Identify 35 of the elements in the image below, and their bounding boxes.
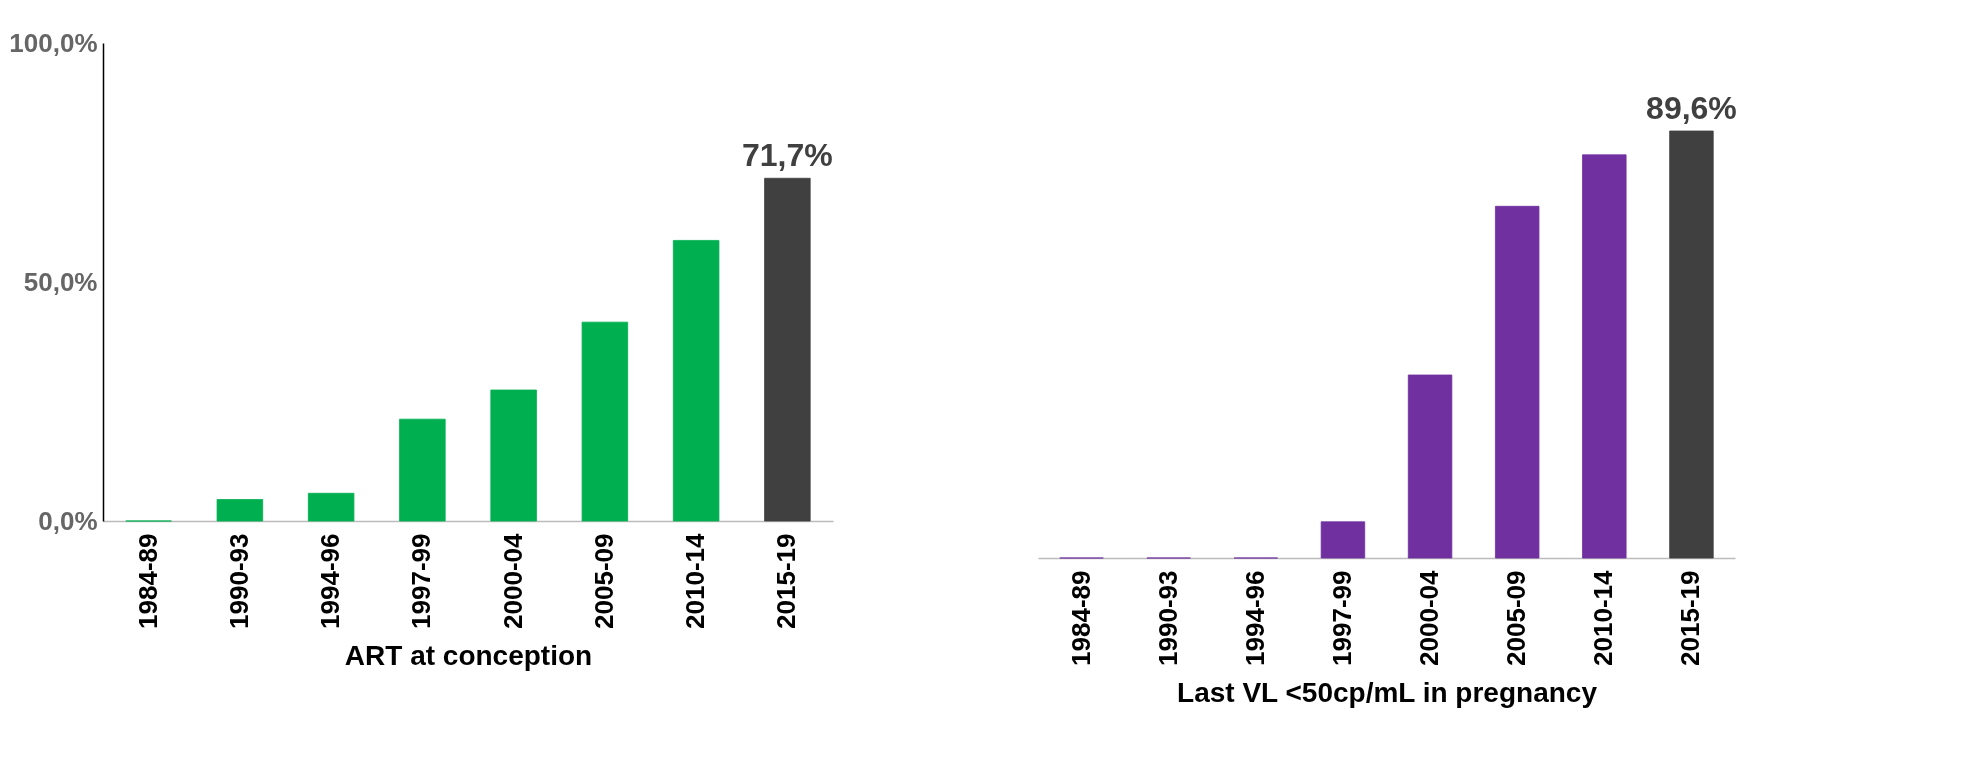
x-tick-label: 2010-14 [680, 532, 711, 629]
x-tick-label: 1994-96 [1239, 570, 1270, 666]
y-tick-label: 100,0% [9, 27, 98, 58]
x-tick-label: 2000-04 [1414, 569, 1445, 666]
x-tick-label: 2005-09 [1501, 570, 1532, 666]
x-tick-label: 1984-89 [1065, 570, 1096, 666]
x-tick-label: 2005-09 [588, 533, 619, 629]
x-tick-label: 1984-89 [132, 533, 163, 629]
bar [1407, 374, 1453, 559]
x-axis-title: Last VL <50cp/mL in pregnancy [1177, 676, 1598, 708]
data-label: 71,7% [742, 137, 833, 174]
data-label: 89,6% [1646, 90, 1737, 126]
x-tick-label: 1994-96 [315, 533, 346, 629]
bar [1320, 521, 1366, 559]
x-tick-label: 1997-99 [1326, 570, 1357, 666]
x-axis-title: ART at conception [344, 639, 593, 671]
bar [307, 492, 355, 522]
x-tick-label: 2015-19 [1675, 570, 1706, 666]
x-tick-label: 1997-99 [406, 533, 437, 629]
bar [399, 418, 446, 522]
bar [672, 240, 720, 522]
y-tick-label: 50,0% [23, 266, 98, 297]
x-tick-label: 2000-04 [497, 532, 528, 629]
x-tick-label: 1990-93 [223, 533, 254, 629]
x-tick-label: 2015-19 [771, 533, 802, 629]
bar [1582, 154, 1627, 559]
y-tick-label: 0,0% [38, 505, 98, 536]
bar [1495, 205, 1540, 559]
bar [490, 389, 537, 522]
x-tick-label: 1990-93 [1152, 570, 1183, 666]
bar [1669, 130, 1714, 559]
bar [764, 177, 811, 522]
bar [581, 321, 629, 522]
bar [216, 499, 264, 522]
x-tick-label: 2010-14 [1588, 569, 1619, 666]
